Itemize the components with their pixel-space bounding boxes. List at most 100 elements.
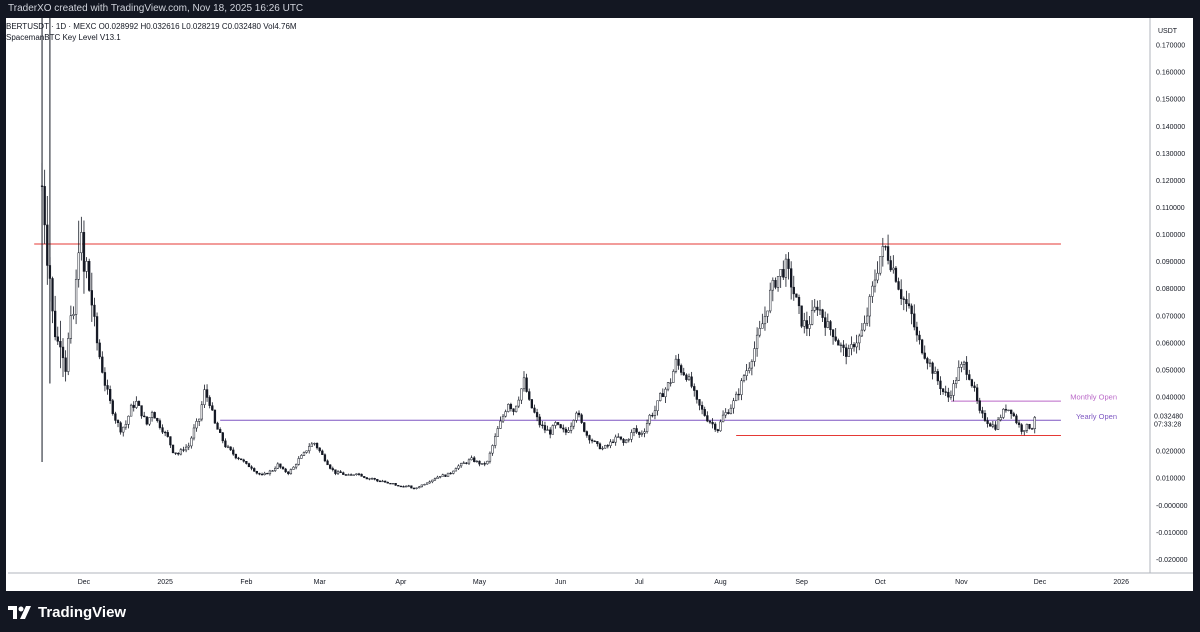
candle-body (334, 469, 337, 474)
indicator-row: SpacemanBTC Key Level V13.1 (6, 32, 297, 43)
candle-body (475, 460, 478, 463)
candle-body (247, 463, 251, 468)
indicator-label[interactable]: SpacemanBTC Key Level V13.1 (6, 33, 121, 42)
candle-body (601, 447, 604, 450)
candle-body (994, 424, 997, 430)
candle-body (915, 326, 919, 336)
candle-body (88, 260, 91, 291)
candle-body (1002, 408, 1005, 418)
candle-body (226, 446, 230, 448)
candle-body (135, 401, 138, 408)
candle-body (611, 441, 615, 443)
candle-body (672, 371, 675, 383)
candle-body (219, 429, 222, 433)
candle-body (910, 305, 913, 315)
candle-body (281, 466, 285, 470)
candle-body (179, 449, 183, 455)
candle-body (114, 413, 117, 421)
candle-body (593, 440, 596, 443)
candle-body (389, 482, 392, 485)
candle-body (816, 306, 819, 311)
candle-body (279, 463, 282, 468)
candle-body (483, 463, 486, 465)
candle-body (983, 413, 987, 421)
candle-body (339, 471, 342, 473)
candle-body (459, 463, 463, 467)
candle-body (46, 224, 49, 266)
candle-body (761, 323, 764, 329)
candle-body (729, 407, 733, 414)
candle-body (111, 400, 114, 414)
candle-body (596, 441, 599, 445)
candle-body (1007, 409, 1010, 412)
candle-body (913, 313, 916, 328)
candle-body (981, 410, 984, 414)
candle-body (790, 268, 793, 288)
candle-body (598, 443, 602, 450)
candle-body (478, 460, 481, 465)
candle-body (847, 348, 850, 357)
candle-body (310, 443, 313, 447)
candle-body (839, 344, 843, 347)
candle-body (863, 322, 866, 331)
candle-body (753, 348, 756, 362)
candle-body (232, 449, 235, 455)
candle-body (182, 449, 185, 451)
candle-body (67, 338, 70, 372)
candle-body (488, 452, 492, 462)
candle-body (638, 431, 641, 435)
candle-body (59, 341, 62, 348)
candle-body (892, 267, 895, 271)
symbol-label[interactable]: BERTUSDT · 1D · MEXC (6, 22, 97, 31)
y-tick-label: 0.050000 (1156, 367, 1185, 374)
candle-body (792, 286, 795, 295)
candle-body (690, 376, 693, 387)
candle-body (567, 430, 570, 433)
candle-body (156, 417, 159, 421)
candle-body (234, 453, 238, 459)
candle-body (198, 418, 201, 422)
candle-body (109, 389, 112, 401)
x-tick-label: Dec (78, 579, 91, 586)
candle-body (1012, 413, 1015, 417)
candle-body (394, 483, 397, 486)
y-tick-label: 0.110000 (1156, 205, 1185, 212)
candle-body (439, 476, 442, 478)
candle-body (897, 281, 900, 290)
candle-body (255, 471, 258, 474)
candle-body (693, 386, 696, 391)
candle-body (745, 370, 748, 376)
candle-body (562, 427, 565, 430)
candle-body (803, 320, 806, 327)
candle-body (410, 485, 413, 489)
candle-body (103, 372, 107, 386)
candle-body (648, 414, 651, 424)
candle-body (669, 382, 672, 384)
candle-body (813, 306, 816, 311)
candle-body (446, 472, 450, 477)
candle-body (250, 466, 253, 469)
candle-body (90, 290, 93, 306)
candle-body (407, 485, 410, 487)
y-tick-label: 0.140000 (1156, 124, 1185, 131)
candle-body (378, 480, 382, 483)
candle-body (1033, 417, 1036, 429)
candle-body (978, 400, 981, 411)
candle-body (1020, 424, 1023, 432)
candle-body (989, 423, 992, 427)
candle-body (467, 459, 471, 464)
candle-body (517, 399, 520, 407)
candle-body (986, 420, 989, 424)
candle-body (886, 246, 890, 261)
candle-body (80, 232, 83, 254)
candle-body (533, 407, 536, 413)
last-price-value: 0.032480 (1154, 413, 1183, 420)
candle-body (727, 412, 730, 414)
candle-body (69, 315, 73, 339)
y-tick-label: 0.040000 (1156, 395, 1185, 402)
candle-body (509, 404, 513, 410)
tradingview-logo[interactable]: TradingView (8, 602, 126, 622)
y-tick-label: 0.100000 (1156, 232, 1185, 239)
currency-label: USDT (1158, 28, 1178, 35)
